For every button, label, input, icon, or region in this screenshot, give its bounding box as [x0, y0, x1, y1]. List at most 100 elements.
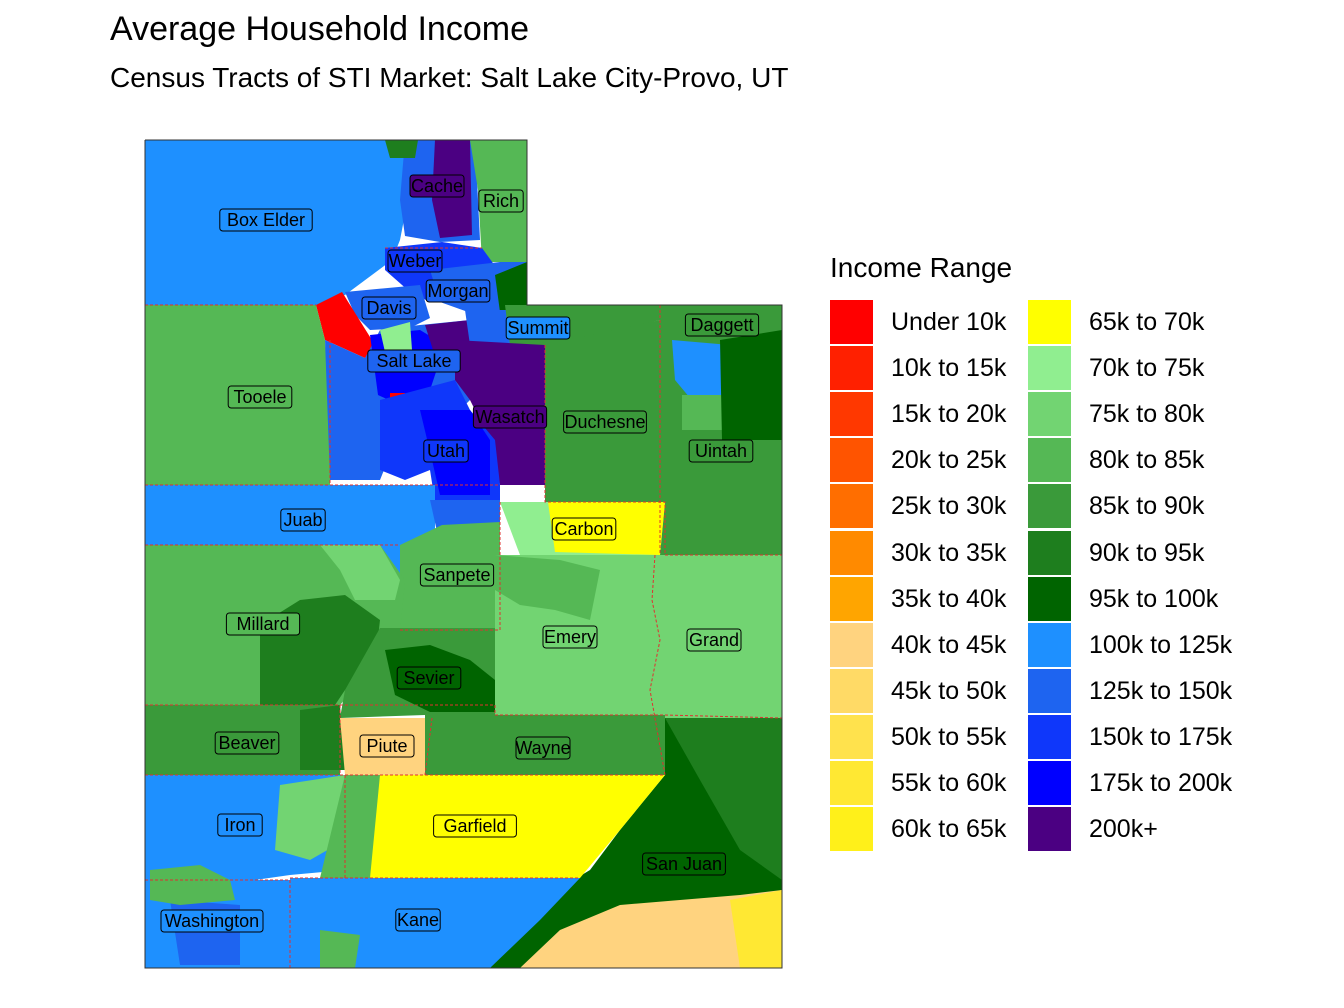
county-label-text: Juab [283, 510, 322, 530]
county-label-box [515, 736, 571, 760]
county-label-text: Iron [224, 815, 255, 835]
legend-label: 60k to 65k [891, 815, 1007, 844]
county-label-box [409, 174, 465, 198]
legend-swatch [830, 484, 873, 529]
county-label-uintah: Uintah [688, 439, 754, 463]
county-label-millard: Millard [225, 612, 301, 636]
boundary-line [145, 879, 291, 968]
legend-label: 30k to 35k [891, 538, 1007, 567]
county-label-wayne: Wayne [515, 736, 571, 760]
county-label-text: Rich [483, 191, 519, 211]
legend-label: 10k to 15k [891, 354, 1007, 383]
county-label-davis: Davis [361, 296, 417, 320]
legend-swatch [830, 438, 873, 483]
legend-label: 70k to 75k [1089, 354, 1205, 383]
county-label-kane: Kane [395, 908, 441, 932]
legend-swatch [830, 392, 873, 437]
legend-label: 150k to 175k [1089, 722, 1233, 751]
legend-swatch [830, 530, 873, 575]
county-label-summit: Summit [505, 316, 571, 340]
county-label-text: Duchesne [564, 412, 645, 432]
legend-swatch [1028, 576, 1071, 621]
county-label-box [280, 508, 326, 532]
county-label-salt-lake: Salt Lake [367, 349, 461, 373]
county-label-duchesne: Duchesne [563, 410, 647, 434]
san-juan-yellow-region [730, 890, 782, 968]
county-label-text: Sanpete [423, 565, 490, 585]
county-label-text: Carbon [554, 519, 613, 539]
county-label-text: Sevier [403, 668, 454, 688]
county-label-morgan: Morgan [425, 279, 491, 303]
legend-swatch [830, 300, 873, 344]
county-label-box [359, 734, 415, 758]
county-labels: Box Elder Cache Rich Weber Morgan Davis Summit… [160, 174, 760, 933]
county-label-box [505, 316, 571, 340]
legend-label: 35k to 40k [891, 584, 1007, 613]
map-subtitle: Census Tracts of STI Market: Salt Lake C… [110, 62, 789, 93]
boundary-line [145, 704, 783, 719]
county-label-box [478, 189, 524, 213]
legend-swatch [830, 346, 873, 391]
legend-swatch [1028, 300, 1071, 344]
morgan-green-region [495, 262, 527, 312]
county-label-rich: Rich [478, 189, 524, 213]
county-label-sevier: Sevier [396, 666, 462, 690]
county-label-piute: Piute [359, 734, 415, 758]
county-label-text: Cache [411, 176, 463, 196]
legend-label: 95k to 100k [1089, 584, 1219, 613]
legend-label: Under 10k [891, 308, 1007, 336]
beaver-dark-region [300, 705, 345, 770]
county-label-text: Wayne [515, 738, 570, 758]
county-label-wasatch: Wasatch [472, 405, 548, 429]
county-boundaries [145, 247, 783, 968]
county-label-text: Tooele [233, 387, 286, 407]
legend-label: 80k to 85k [1089, 446, 1205, 475]
kane-green-region [320, 930, 360, 968]
county-label-box [425, 279, 491, 303]
lake-tract-region [316, 292, 375, 358]
legend-swatch [830, 622, 873, 667]
county-label-sanpete: Sanpete [419, 563, 495, 587]
legend-swatch [1028, 714, 1071, 759]
county-label-box-elder: Box Elder [219, 208, 313, 232]
county-label-text: Kane [397, 910, 439, 930]
uintah-blue-region [672, 340, 730, 398]
iron-green-region [275, 775, 345, 860]
legend-swatch [1028, 622, 1071, 667]
county-label-box [419, 563, 495, 587]
county-label-box [686, 628, 742, 652]
county-label-text: Piute [366, 736, 407, 756]
legend-label: 20k to 25k [891, 446, 1007, 475]
county-label-text: Utah [427, 441, 465, 461]
legend-swatch [1028, 761, 1071, 805]
legend-swatch [830, 714, 873, 759]
county-label-tooele: Tooele [227, 385, 293, 409]
county-label-box [217, 813, 263, 837]
county-label-text: Weber [389, 251, 442, 271]
legend-label: 65k to 70k [1089, 308, 1205, 336]
county-label-box [688, 439, 754, 463]
county-label-text: Emery [544, 627, 596, 647]
emery-green-region [495, 555, 600, 620]
county-label-box [227, 385, 293, 409]
legend-swatch [1028, 668, 1071, 713]
legend-label: 200k+ [1089, 815, 1158, 844]
county-label-box [219, 208, 313, 232]
legend-swatch [830, 668, 873, 713]
legend-swatch [1028, 438, 1071, 483]
map-title: Average Household Income [110, 10, 529, 48]
county-label-garfield: Garfield [433, 814, 517, 838]
legend-label: 25k to 30k [891, 492, 1007, 521]
uintah-dark-region [720, 330, 782, 440]
county-label-daggett: Daggett [684, 313, 760, 337]
legend-title: Income Range [830, 252, 1013, 283]
county-label-text: Morgan [427, 281, 488, 301]
legend-label: 15k to 20k [891, 400, 1007, 429]
boundary-line [400, 502, 501, 631]
county-label-text: Box Elder [227, 210, 305, 230]
legend-label: 45k to 50k [891, 676, 1007, 705]
county-label-box [361, 296, 417, 320]
salt-lake-green-region [380, 322, 412, 352]
county-label-box [423, 439, 469, 463]
